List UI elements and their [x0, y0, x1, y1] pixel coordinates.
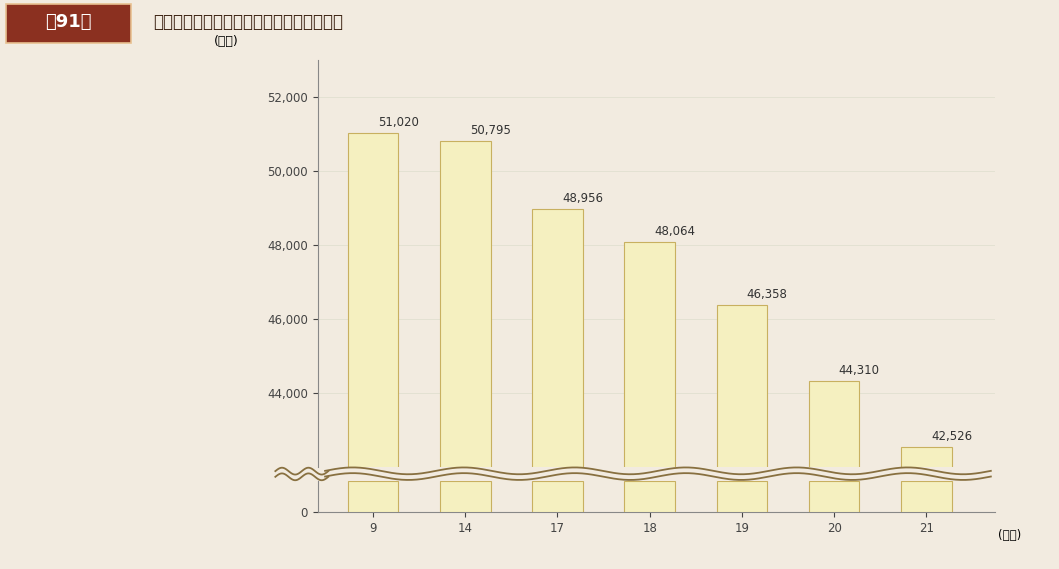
Text: (年度): (年度) — [999, 529, 1022, 542]
Bar — [809, 481, 860, 512]
Bar — [901, 447, 952, 569]
Bar — [532, 209, 582, 569]
Bar — [717, 481, 767, 512]
Bar — [625, 481, 675, 512]
Bar — [439, 481, 490, 512]
Text: ごみ処理施設における年間総収集量の推移: ごみ処理施設における年間総収集量の推移 — [154, 14, 343, 31]
Text: 48,064: 48,064 — [654, 225, 696, 238]
Bar — [625, 242, 675, 569]
Bar — [809, 381, 860, 569]
Text: 46,358: 46,358 — [747, 288, 787, 301]
Text: 50,795: 50,795 — [470, 124, 510, 137]
Bar — [901, 481, 952, 512]
Bar — [347, 133, 398, 569]
FancyBboxPatch shape — [6, 4, 131, 43]
Text: 第91図: 第91図 — [46, 14, 92, 31]
Bar — [347, 481, 398, 512]
Text: 42,526: 42,526 — [931, 430, 972, 443]
Text: 48,956: 48,956 — [562, 192, 603, 205]
Bar — [439, 141, 490, 569]
Text: 51,020: 51,020 — [378, 116, 418, 129]
Text: 44,310: 44,310 — [839, 364, 880, 377]
Bar — [717, 306, 767, 569]
Bar — [532, 481, 582, 512]
Text: (千ｔ): (千ｔ) — [214, 35, 238, 48]
